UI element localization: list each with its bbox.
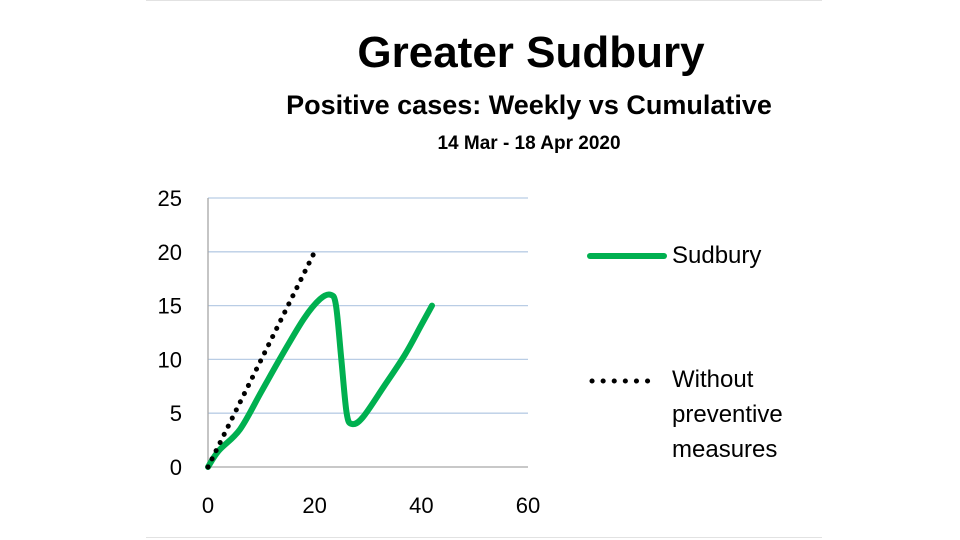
bottom-divider bbox=[146, 537, 822, 538]
chart-title: Greater Sudbury bbox=[357, 28, 705, 77]
y-tick-label: 15 bbox=[158, 294, 182, 319]
y-tick-label: 10 bbox=[158, 347, 182, 372]
x-tick-label: 0 bbox=[202, 493, 214, 518]
y-tick-label: 0 bbox=[170, 455, 182, 480]
x-tick-label: 40 bbox=[409, 493, 433, 518]
series-line-sudbury bbox=[205, 291, 435, 470]
legend-label-sudbury: Sudbury bbox=[672, 242, 762, 269]
y-tick-label: 20 bbox=[158, 240, 182, 265]
y-tick-label: 5 bbox=[170, 401, 182, 426]
x-tick-label: 20 bbox=[302, 493, 326, 518]
legend-swatches bbox=[587, 253, 667, 384]
chart-subtitle: Positive cases: Weekly vs Cumulative bbox=[286, 90, 772, 120]
tick-labels: 0 5 10 15 20 25 0 20 40 60 bbox=[158, 186, 541, 518]
top-divider bbox=[146, 0, 822, 1]
legend-label-without-3: measures bbox=[672, 436, 778, 463]
series-line-without-measures bbox=[205, 249, 318, 470]
y-tick-label: 25 bbox=[158, 186, 182, 211]
axes bbox=[207, 198, 528, 468]
series-lines bbox=[205, 249, 435, 470]
legend-label-without-1: Without bbox=[672, 366, 754, 393]
legend-label-without-2: preventive bbox=[672, 401, 783, 428]
chart-period: 14 Mar - 18 Apr 2020 bbox=[437, 133, 621, 154]
grid-lines bbox=[208, 197, 528, 414]
x-tick-label: 60 bbox=[516, 493, 540, 518]
